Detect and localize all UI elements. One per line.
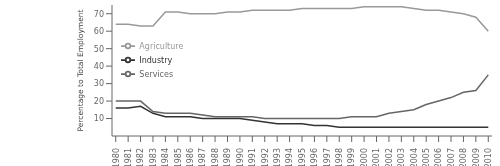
- svg-text:1981: 1981: [124, 148, 133, 166]
- html-text:Agriculture: Agriculture: [139, 41, 184, 51]
- svg-text:1996: 1996: [310, 148, 319, 166]
- svg-text:70: 70: [94, 10, 104, 19]
- svg-text:2007: 2007: [447, 148, 456, 166]
- svg-text:2006: 2006: [434, 148, 443, 166]
- svg-text:1995: 1995: [298, 148, 307, 166]
- svg-text:10: 10: [94, 114, 104, 123]
- svg-text:1982: 1982: [136, 148, 145, 166]
- svg-text:2008: 2008: [459, 148, 468, 166]
- svg-text:2005: 2005: [422, 148, 431, 166]
- svg-text:20: 20: [94, 97, 104, 106]
- svg-text:30: 30: [94, 79, 104, 88]
- svg-text:60: 60: [94, 27, 104, 36]
- svg-text:1987: 1987: [198, 148, 207, 166]
- svg-text:50: 50: [94, 45, 104, 54]
- svg-text:2000: 2000: [360, 148, 369, 166]
- svg-text:1986: 1986: [186, 148, 195, 166]
- svg-text:2004: 2004: [410, 148, 419, 166]
- svg-text:2010: 2010: [484, 148, 492, 166]
- svg-text:1992: 1992: [261, 148, 270, 166]
- svg-text:2009: 2009: [472, 148, 481, 166]
- svg-text:1993: 1993: [273, 148, 282, 166]
- svg-text:1998: 1998: [335, 148, 344, 166]
- svg-text:2001: 2001: [372, 148, 381, 166]
- svg-text:1999: 1999: [347, 148, 356, 166]
- svg-text:1988: 1988: [211, 148, 220, 166]
- svg-text:40: 40: [94, 62, 104, 71]
- svg-text:2003: 2003: [397, 148, 406, 166]
- svg-text:1980: 1980: [112, 148, 121, 166]
- svg-text:1990: 1990: [236, 148, 245, 166]
- svg-text:1997: 1997: [323, 148, 332, 166]
- svg-text:1991: 1991: [248, 148, 257, 166]
- svg-text:2002: 2002: [385, 148, 394, 166]
- html-text:Services: Services: [139, 69, 174, 79]
- svg-text:1985: 1985: [174, 148, 183, 166]
- svg-text:1984: 1984: [161, 148, 170, 166]
- svg-text:1989: 1989: [223, 148, 232, 166]
- svg-text:1983: 1983: [149, 148, 158, 166]
- svg-text:1994: 1994: [285, 148, 294, 166]
- html-text:Industry: Industry: [139, 55, 173, 65]
- svg-text:Percentage to Total Employment: Percentage to Total Employment: [76, 9, 85, 131]
